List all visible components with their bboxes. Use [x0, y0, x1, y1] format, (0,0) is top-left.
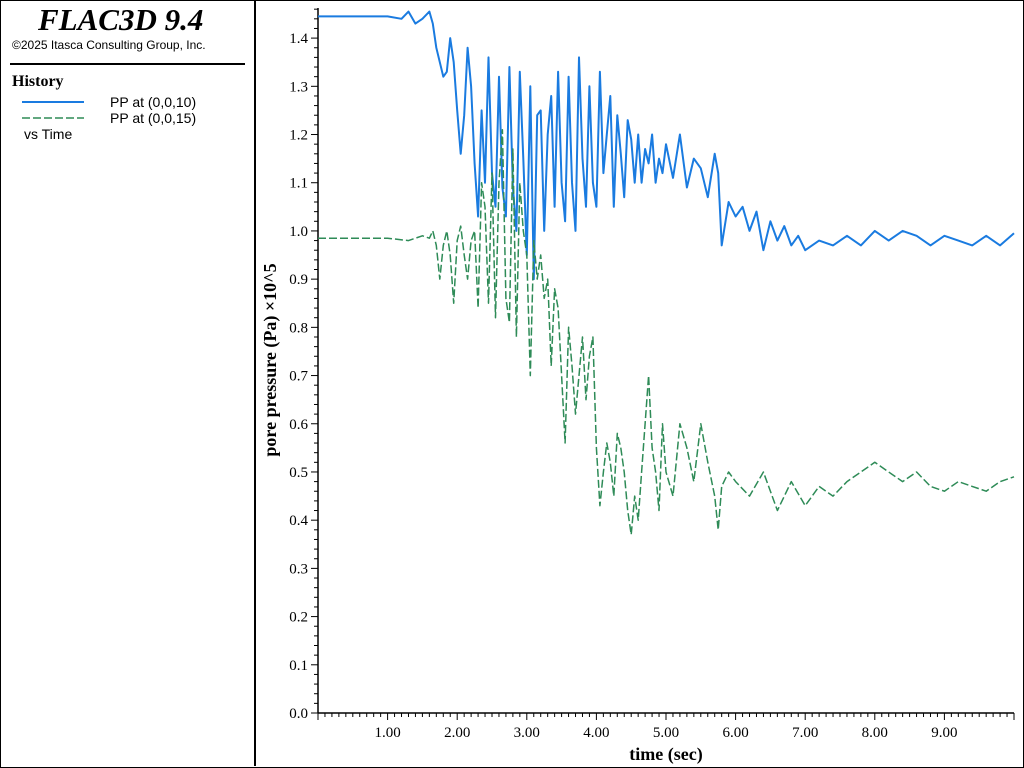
- x-tick-label: 8.00: [862, 725, 888, 741]
- y-tick-label: 1.1: [289, 176, 308, 192]
- legend-swatch-solid-line: [22, 101, 84, 103]
- y-tick-label: 0.0: [289, 706, 308, 722]
- x-axis-title: time (sec): [629, 744, 702, 765]
- y-tick-label: 1.4: [289, 31, 308, 47]
- y-tick-label: 0.2: [289, 610, 308, 626]
- title-divider: [10, 63, 245, 65]
- legend-footer: vs Time: [24, 126, 73, 142]
- y-axis-title: pore pressure (Pa) ×10^5: [260, 263, 281, 456]
- legend-swatch-dashed-line: [22, 117, 84, 119]
- y-tick-label: 0.6: [289, 417, 308, 433]
- series-line-pp-10: [318, 10, 1015, 281]
- x-tick-label: 5.00: [653, 725, 679, 741]
- x-tick-label: 7.00: [792, 725, 818, 741]
- app-title: FLAC3D 9.4: [38, 2, 204, 37]
- chart-area[interactable]: 0.0 0.1 0.2 0.3 0.4 0.5 0.6 0.7 0.8 0.9 1.0 1.1 1.2 1…: [256, 0, 1022, 766]
- x-tick-label: 1.00: [374, 725, 400, 741]
- copyright-notice: ©2025 Itasca Consulting Group, Inc.: [12, 38, 206, 52]
- y-tick-label: 0.8: [289, 320, 308, 336]
- x-tick-label: 6.00: [722, 725, 748, 741]
- y-tick-label: 0.5: [289, 465, 308, 481]
- y-tick-label: 1.2: [289, 128, 308, 144]
- y-tick-label: 1.0: [289, 224, 308, 240]
- legend-heading: History: [12, 73, 64, 90]
- y-tick-label: 0.9: [289, 272, 308, 288]
- x-tick-label: 3.00: [514, 725, 540, 741]
- series-line-pp-15: [318, 128, 1015, 536]
- x-tick-label: 2.00: [444, 725, 470, 741]
- legend-panel: FLAC3D 9.4 ©2025 Itasca Consulting Group…: [0, 0, 256, 766]
- x-tick-label: 4.00: [583, 725, 609, 741]
- y-tick-label: 0.4: [289, 513, 308, 529]
- axis-labels: 0.0 0.1 0.2 0.3 0.4 0.5 0.6 0.7 0.8 0.9 1.0 1.1 1.2 1…: [260, 31, 958, 765]
- x-tick-label: 9.00: [931, 725, 957, 741]
- y-tick-label: 0.7: [289, 369, 308, 385]
- legend-label: PP at (0,0,15): [110, 110, 197, 126]
- y-tick-label: 1.3: [289, 79, 308, 95]
- series-layer: [318, 10, 1015, 536]
- y-tick-label: 0.1: [289, 658, 308, 674]
- legend-label: PP at (0,0,10): [110, 94, 197, 110]
- y-tick-label: 0.3: [289, 561, 308, 577]
- axes: [311, 8, 1015, 720]
